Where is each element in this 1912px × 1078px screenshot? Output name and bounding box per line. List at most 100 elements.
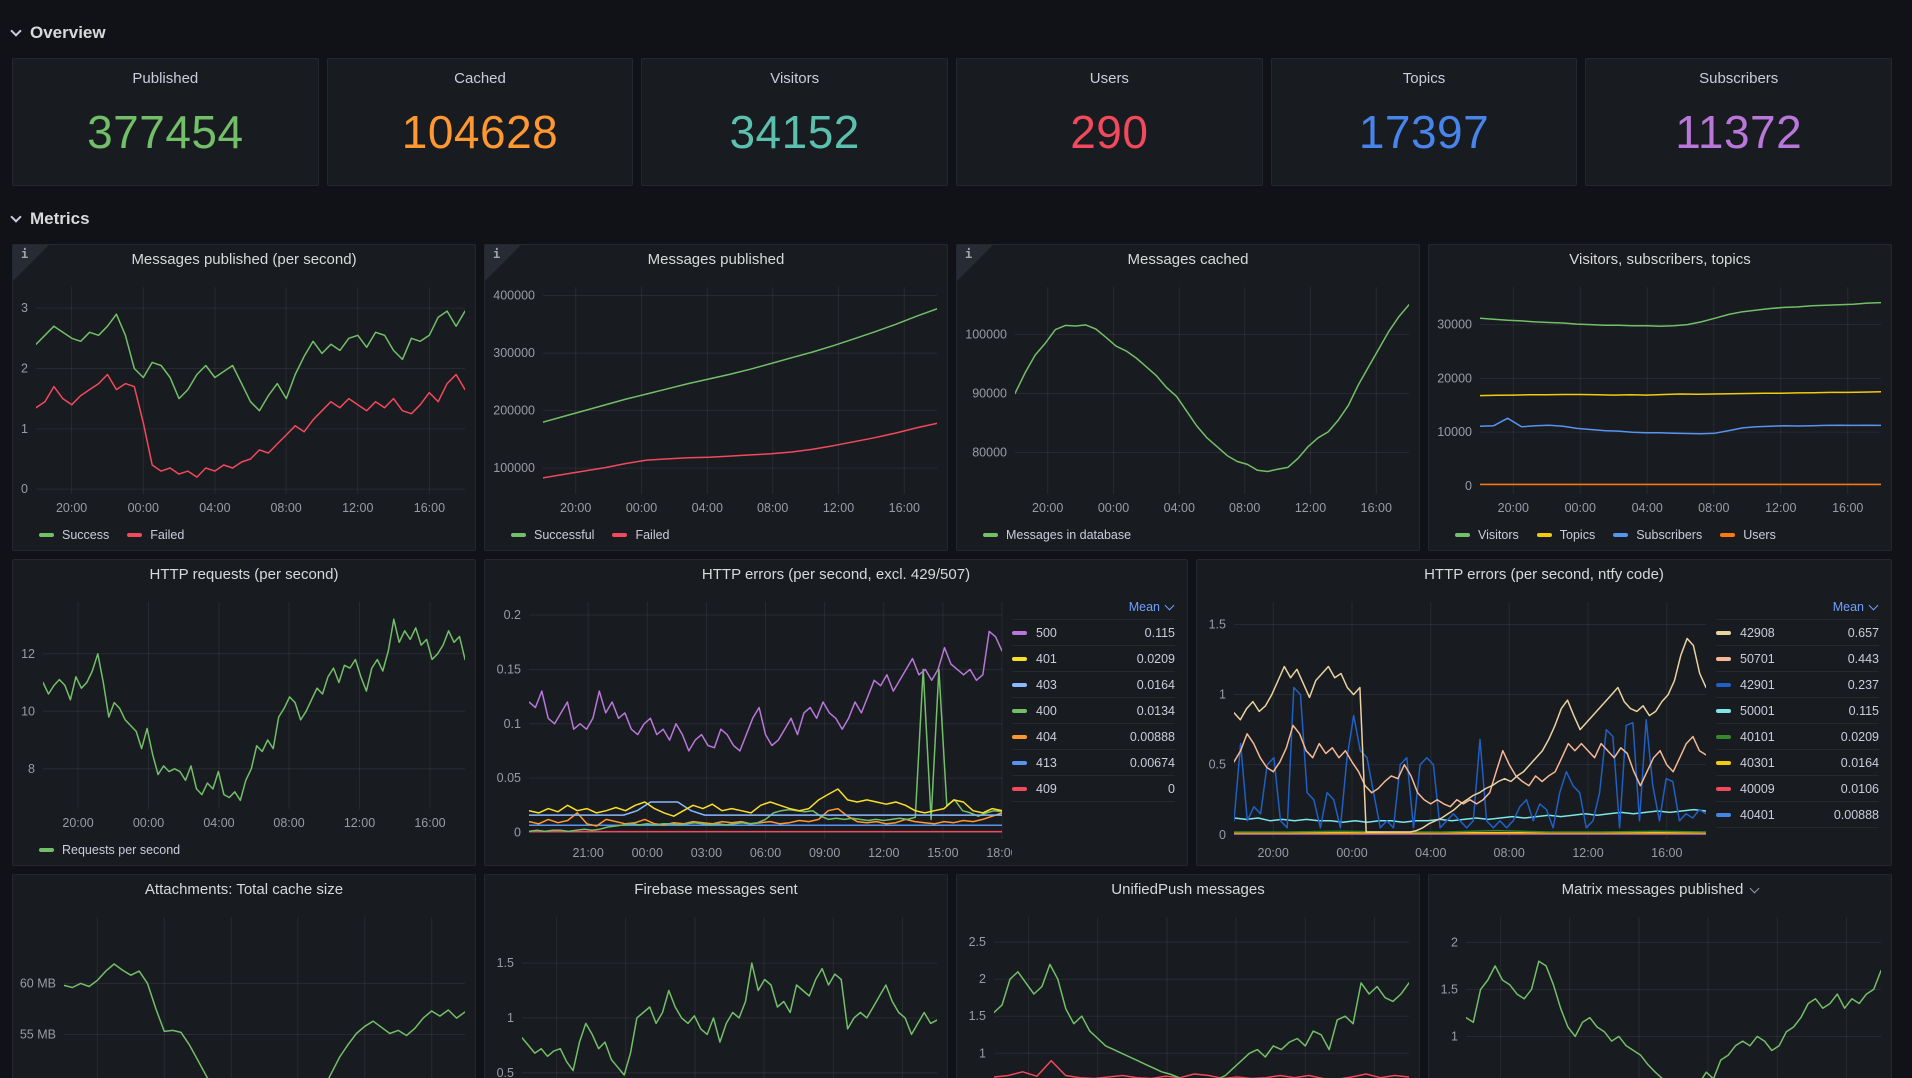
section-metrics[interactable]: Metrics <box>10 204 1892 234</box>
series-mean-value: 0.00888 <box>1129 729 1175 744</box>
series-mean-value: 0 <box>1168 781 1175 796</box>
panel-menu-chevron-icon[interactable] <box>1749 883 1760 894</box>
series-name: Topics <box>1559 528 1596 542</box>
panel-info-corner[interactable] <box>957 245 993 281</box>
legend-row-413[interactable]: 413 0.00674 <box>1012 750 1175 776</box>
legend-row-400[interactable]: 400 0.0134 <box>1012 698 1175 724</box>
panel-http-requests-per-second: HTTP requests (per second) 8 10 12 20:00 00:0… <box>12 559 476 866</box>
panel-title[interactable]: Messages published <box>485 245 947 277</box>
series-name: Failed <box>635 528 670 542</box>
stat-title: Visitors <box>770 70 820 87</box>
legend-item-Failed[interactable]: Failed <box>127 528 184 542</box>
panel-title-text: Matrix messages published <box>1561 881 1744 898</box>
legend-item-Users[interactable]: Users <box>1720 528 1776 542</box>
legend-item-Visitors[interactable]: Visitors <box>1455 528 1519 542</box>
panel-title-text: Visitors, subscribers, topics <box>1569 251 1751 268</box>
legend-row-40401[interactable]: 40401 0.00888 <box>1716 802 1879 828</box>
legend-item-Successful[interactable]: Successful <box>511 528 594 542</box>
panel-title[interactable]: Messages cached <box>957 245 1419 277</box>
series-name: 40009 <box>1740 781 1775 796</box>
series-name: 400 <box>1036 703 1057 718</box>
panel-title[interactable]: Firebase messages sent <box>485 875 947 907</box>
series-color-swatch <box>1716 708 1731 713</box>
chart-canvas[interactable]: 8 10 12 20:00 00:00 04:00 08:00 12:00 16:00 <box>13 592 475 835</box>
series-color-swatch <box>1716 734 1731 739</box>
series-color-swatch <box>1455 533 1470 537</box>
legend-row-42901[interactable]: 42901 0.237 <box>1716 672 1879 698</box>
legend-item-Requests per second[interactable]: Requests per second <box>39 843 180 857</box>
panel-title-text: Attachments: Total cache size <box>144 881 344 898</box>
svg-text:08:00: 08:00 <box>1229 501 1260 515</box>
series-name: 42908 <box>1740 625 1775 640</box>
svg-text:16:00: 16:00 <box>1361 501 1392 515</box>
chart-canvas[interactable]: 80000 90000 100000 20:00 00:00 04:00 08:00 12:0… <box>957 277 1419 520</box>
info-icon[interactable]: i <box>493 247 501 261</box>
svg-text:00:00: 00:00 <box>133 816 164 830</box>
legend-row-40101[interactable]: 40101 0.0209 <box>1716 724 1879 750</box>
section-overview[interactable]: Overview <box>10 18 1892 48</box>
svg-text:00:00: 00:00 <box>1098 501 1129 515</box>
svg-text:20:00: 20:00 <box>56 501 87 515</box>
stat-value: 290 <box>1070 106 1149 158</box>
legend-row-42908[interactable]: 42908 0.657 <box>1716 620 1879 646</box>
panel-title[interactable]: HTTP errors (per second, excl. 429/507) <box>485 560 1187 592</box>
stat-value: 11372 <box>1675 106 1803 158</box>
panel-title[interactable]: Matrix messages published <box>1429 875 1891 907</box>
svg-text:0.05: 0.05 <box>497 771 521 785</box>
panel-title[interactable]: HTTP errors (per second, ntfy code) <box>1197 560 1891 592</box>
legend-item-Messages in database[interactable]: Messages in database <box>983 528 1131 542</box>
chart-canvas[interactable]: 0 0.05 0.1 0.15 0.2 21:00 00:00 03:00 06:00 09:00… <box>485 592 1012 865</box>
legend-item-Failed[interactable]: Failed <box>612 528 670 542</box>
svg-text:100000: 100000 <box>493 461 535 475</box>
legend-row-401[interactable]: 401 0.0209 <box>1012 646 1175 672</box>
panel-info-corner[interactable] <box>13 245 49 281</box>
panel-info-corner[interactable] <box>485 245 521 281</box>
section-title-overview: Overview <box>30 23 106 42</box>
series-name: Successful <box>534 528 595 542</box>
svg-text:3: 3 <box>21 301 28 315</box>
legend-row-404[interactable]: 404 0.00888 <box>1012 724 1175 750</box>
svg-text:12:00: 12:00 <box>823 501 854 515</box>
svg-text:0.5: 0.5 <box>497 1066 514 1078</box>
chart-canvas[interactable]: 100000 200000 300000 400000 20:00 00:00 04:00 0… <box>485 277 947 520</box>
panel-title[interactable]: Attachments: Total cache size <box>13 875 475 907</box>
legend-sort-mean[interactable]: Mean <box>1012 594 1175 620</box>
chevron-down-icon <box>1164 600 1175 611</box>
chart-canvas[interactable]: 0 1 2 3 20:00 00:00 04:00 08:00 12:00 16:00 <box>13 277 475 520</box>
svg-text:0.5: 0.5 <box>1209 758 1226 772</box>
stat-panel-users: Users 290 <box>956 58 1263 186</box>
series-color-swatch <box>983 533 998 537</box>
svg-text:2: 2 <box>979 972 986 986</box>
legend-sort-mean[interactable]: Mean <box>1716 594 1879 620</box>
info-icon[interactable]: i <box>965 247 973 261</box>
legend-item-Topics[interactable]: Topics <box>1536 528 1596 542</box>
legend-row-40009[interactable]: 40009 0.0106 <box>1716 776 1879 802</box>
svg-text:09:00: 09:00 <box>809 846 840 860</box>
panel-title[interactable]: UnifiedPush messages <box>957 875 1419 907</box>
legend-item-Success[interactable]: Success <box>39 528 109 542</box>
legend-row-50001[interactable]: 50001 0.115 <box>1716 698 1879 724</box>
legend-row-50701[interactable]: 50701 0.443 <box>1716 646 1879 672</box>
panel-title[interactable]: Messages published (per second) <box>13 245 475 277</box>
svg-text:12:00: 12:00 <box>1765 501 1796 515</box>
info-icon[interactable]: i <box>21 247 29 261</box>
legend-row-403[interactable]: 403 0.0164 <box>1012 672 1175 698</box>
legend-row-409[interactable]: 409 0 <box>1012 776 1175 802</box>
panel-legend: Successful Failed <box>485 520 947 550</box>
legend-row-500[interactable]: 500 0.115 <box>1012 620 1175 646</box>
series-mean-value: 0.0134 <box>1136 703 1175 718</box>
panel-title[interactable]: Visitors, subscribers, topics <box>1429 245 1891 277</box>
chart-canvas[interactable]: 0 0.5 1 1.5 20:00 00:00 04:00 08:00 12:00 16:00 <box>1197 592 1716 865</box>
svg-text:06:00: 06:00 <box>750 846 781 860</box>
panel-title[interactable]: HTTP requests (per second) <box>13 560 475 592</box>
legend-item-Subscribers[interactable]: Subscribers <box>1613 528 1702 542</box>
chart-canvas[interactable]: 0 10000 20000 30000 20:00 00:00 04:00 08:00 12:0… <box>1429 277 1891 520</box>
legend-row-40301[interactable]: 40301 0.0164 <box>1716 750 1879 776</box>
svg-text:1: 1 <box>1219 688 1226 702</box>
panel-firebase-messages-sent: Firebase messages sent0.511.520:0000:000… <box>484 874 948 1078</box>
